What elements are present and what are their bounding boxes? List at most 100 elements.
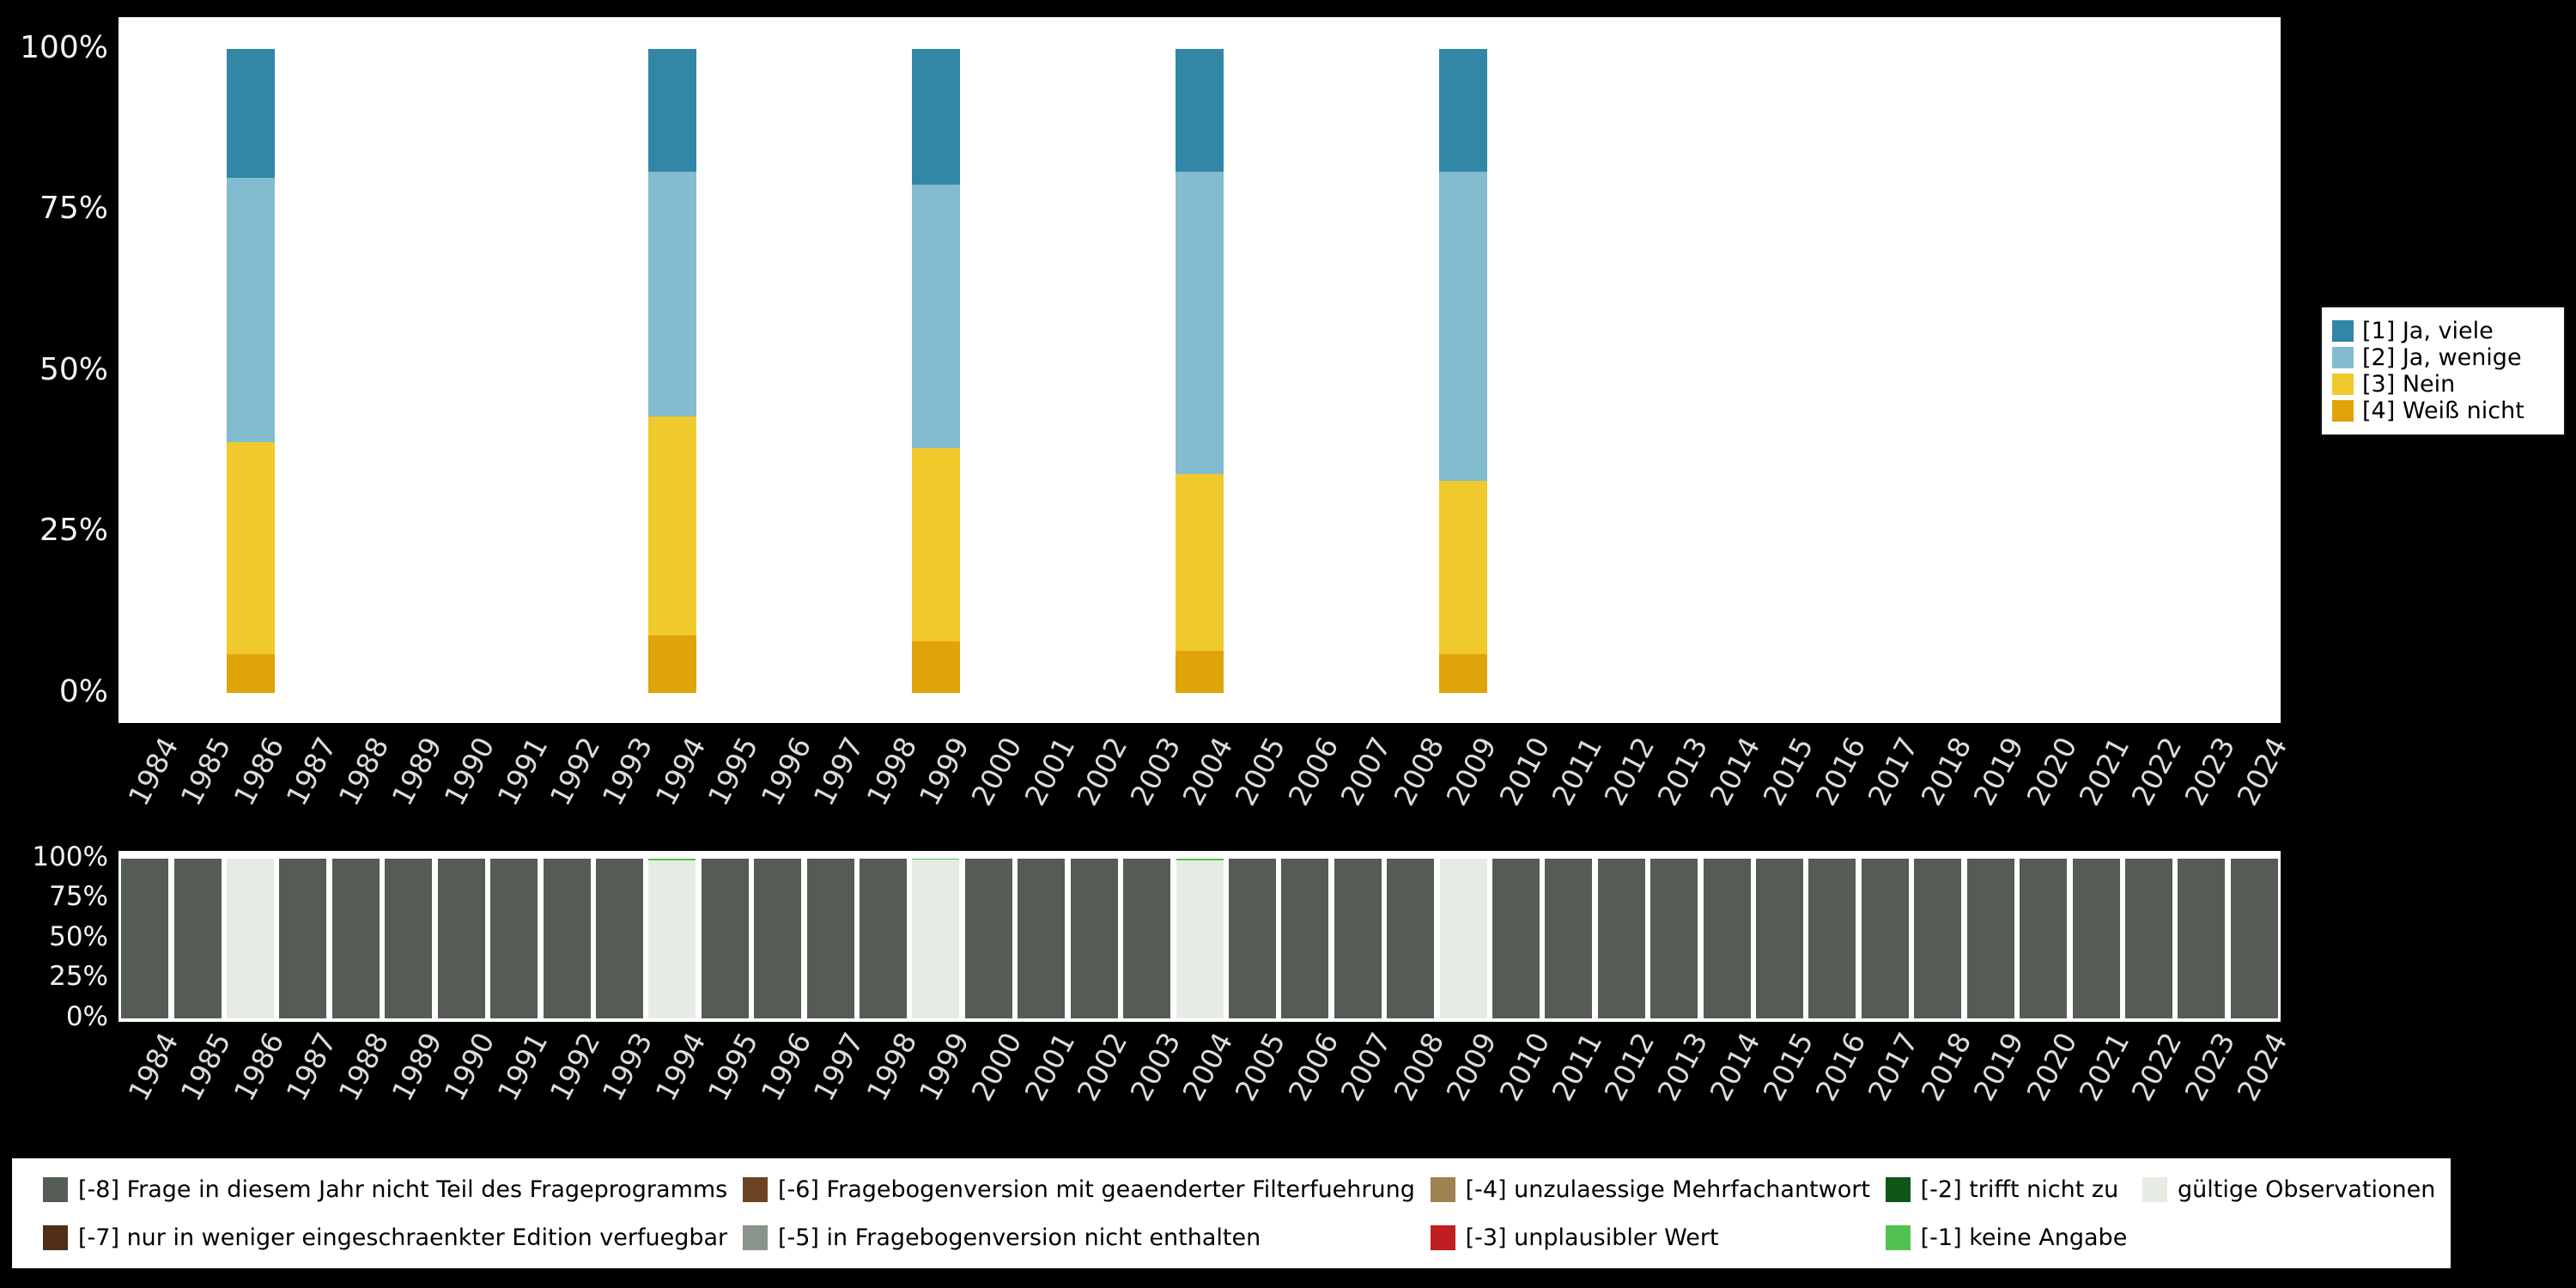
x-tick-text: 2019 [1966,1027,2031,1107]
bar-segment [437,859,485,1018]
x-tick-text: 1991 [490,1027,555,1107]
bar-segment [1545,859,1593,1018]
bar-segment [279,859,327,1018]
x-tick-text: 2014 [1703,1027,1767,1107]
x-tick-text: 1994 [648,732,713,811]
bar-segment [911,184,960,448]
x-tick-text: 2024 [2230,732,2294,811]
legend-swatch [1885,1176,1911,1202]
x-tick-text: 2004 [1176,1027,1240,1107]
x-tick-text: 1996 [754,732,818,811]
bar-segment [543,859,591,1018]
x-tick-text: 2017 [1861,1027,1925,1107]
x-tick-text: 1998 [860,1027,923,1107]
bar-segment [1966,859,2014,1018]
x-tick-text: 2003 [1123,1027,1188,1107]
x-tick-text: 1995 [701,732,765,811]
x-tick-text: 2020 [2020,1027,2084,1107]
x-tick-text: 2005 [1228,1027,1292,1107]
bar-segment [912,859,960,860]
bar-segment [911,49,960,185]
bar-segment [648,859,696,860]
bar-segment [1756,859,1804,1018]
x-tick-text: 2005 [1228,732,1292,811]
bar-segment [964,859,1012,1018]
x-tick-text: 2008 [1387,732,1451,811]
x-tick-text: 1994 [648,1027,713,1107]
x-tick-text: 2001 [1018,732,1082,811]
y-tick-label: 0% [58,673,108,709]
bar-segment [1650,859,1698,1018]
bar-segment [1176,171,1224,474]
x-tick-text: 1997 [806,1027,871,1107]
legend-label: [-8] Frage in diesem Jahr nicht Teil des… [78,1176,728,1203]
bar-segment [648,860,696,1018]
legend-item: [-4] unzulaessige Mehrfachantwort [1430,1176,1872,1203]
legend-swatch [742,1224,768,1250]
x-tick-text: 2021 [2072,732,2136,811]
y-tick-label: 50% [39,351,108,387]
x-tick-text: 1985 [173,1027,238,1107]
legend-item: [-2] trifft nicht zu [1885,1176,2129,1203]
x-tick-text: 2000 [964,1027,1029,1107]
bar-segment [226,49,275,178]
x-tick-text: 1991 [490,732,555,811]
x-tick-text: 1984 [121,1027,185,1107]
bar-segment [860,859,907,1018]
bar-segment [1018,859,1066,1018]
legend-label: [-2] trifft nicht zu [1920,1176,2119,1203]
legend-swatch [43,1224,68,1250]
bar-segment [331,859,380,1018]
bar-segment [226,654,275,693]
x-tick-text: 2002 [1070,1027,1134,1107]
bar-segment [595,859,643,1018]
legend-label: [-5] in Fragebogenversion nicht enthalte… [777,1224,1261,1251]
y-tick-label: 25% [49,961,108,993]
x-tick-text: 2001 [1018,1027,1082,1107]
x-tick-text: 1989 [385,732,449,811]
bar-segment [647,49,696,172]
y-tick-label: 100% [20,29,108,65]
legend-label: gültige Observationen [2178,1176,2436,1203]
x-tick-text: 1999 [912,732,976,811]
x-tick-text: 1987 [279,732,343,811]
bar-segment [1439,859,1487,1018]
legend-item: [3] Nein [2332,371,2554,398]
legend-item: gültige Observationen [2142,1176,2437,1203]
legend-label: [4] Weiß nicht [2362,398,2524,424]
x-tick-text: 2022 [2125,1027,2189,1107]
legend-item: [4] Weiß nicht [2332,398,2554,424]
bar-segment [1176,474,1224,652]
bar-segment [2072,859,2120,1018]
legend-swatch [742,1176,768,1202]
bar-segment [912,859,960,1018]
x-tick-text: 2013 [1650,732,1715,811]
legend-label: [-4] unzulaessige Mehrfachantwort [1465,1176,1870,1203]
top-chart-legend: [1] Ja, viele [2] Ja, wenige [3] Nein [4] W… [2320,306,2566,436]
bar-segment [1914,859,1962,1018]
bar-segment [2230,859,2278,1018]
x-tick-text: 1986 [227,1027,290,1107]
bar-segment [1070,859,1118,1018]
bar-segment [1492,859,1540,1018]
y-tick-label: 0% [65,1000,108,1032]
bar-segment [385,859,433,1018]
bar-segment [2178,859,2226,1018]
x-tick-text: 2022 [2125,732,2189,811]
x-tick-text: 2012 [1597,1027,1662,1107]
x-tick-text: 2000 [964,732,1029,811]
x-tick-text: 1985 [173,732,238,811]
x-tick-text: 1996 [754,1027,818,1107]
bar-segment [1176,860,1224,1018]
x-tick-text: 2020 [2020,732,2084,811]
legend-label: [2] Ja, wenige [2362,344,2522,371]
x-tick-text: 1984 [121,732,185,811]
legend-item: [-1] keine Angabe [1885,1224,2129,1251]
x-tick-text: 1997 [806,732,871,811]
bar-segment [226,178,275,442]
x-tick-text: 2024 [2230,1027,2294,1107]
legend-swatch [1885,1224,1911,1250]
x-tick-text: 1989 [385,1027,449,1107]
legend-swatch [43,1176,68,1202]
